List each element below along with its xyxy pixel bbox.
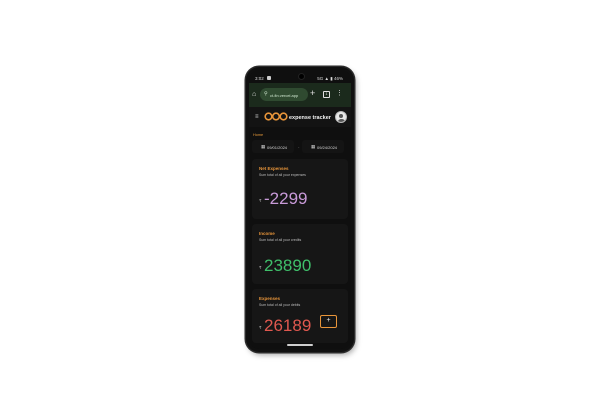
phone-screen: 3:02 5G ▲ ▮ 46% ⌂ ⚲ ct-fin.vercel.app + …	[249, 70, 351, 349]
new-tab-button[interactable]: +	[310, 88, 316, 98]
date-to-field[interactable]: ▦ 09/24/2024	[302, 140, 344, 153]
notification-icon	[267, 75, 271, 80]
card-subtitle: Sum total of all your credits	[259, 238, 302, 242]
card-title: Expenses	[259, 296, 281, 301]
menu-icon[interactable]: ≡	[255, 114, 259, 120]
status-indicators: 5G ▲ ▮ 46%	[317, 76, 343, 81]
browser-toolbar: ⌂ ⚲ ct-fin.vercel.app + 1 ⋮	[249, 83, 351, 107]
app-title: expense tracker	[289, 114, 331, 121]
calendar-icon: ▦	[311, 144, 316, 149]
date-separator: -	[298, 144, 300, 149]
card-subtitle: Sum total of all your debits	[259, 303, 301, 307]
date-from-value: 09/01/2024	[267, 144, 288, 150]
app-header: ≡ expense tracker	[249, 107, 351, 127]
site-info-icon[interactable]: ⚲	[264, 91, 268, 97]
user-avatar[interactable]	[335, 111, 347, 123]
income-value: 23890	[264, 256, 312, 275]
currency-symbol: ₹	[259, 198, 262, 203]
address-bar[interactable]: ⚲ ct-fin.vercel.app	[260, 88, 308, 101]
front-camera	[299, 74, 304, 79]
expenses-card: Expenses Sum total of all your debits ₹ …	[252, 289, 348, 343]
url-text: ct-fin.vercel.app	[270, 92, 299, 98]
date-to-value: 09/24/2024	[317, 144, 338, 150]
card-title: Income	[259, 231, 275, 236]
expenses-value: 26189	[264, 316, 312, 335]
currency-symbol: ₹	[259, 265, 262, 270]
add-expense-button[interactable]: +	[320, 315, 337, 328]
phone-frame: 3:02 5G ▲ ▮ 46% ⌂ ⚲ ct-fin.vercel.app + …	[246, 67, 354, 352]
home-icon[interactable]: ⌂	[252, 91, 257, 98]
net-expenses-value: -2299	[264, 189, 308, 208]
app-logo	[264, 112, 288, 121]
currency-symbol: ₹	[259, 325, 262, 330]
net-expenses-card: Net Expenses Sum total of all your expen…	[252, 159, 348, 219]
income-card: Income Sum total of all your credits ₹ 2…	[252, 224, 348, 284]
date-range-picker: ▦ 09/01/2024 - ▦ 09/24/2024	[252, 140, 348, 153]
card-title: Net Expenses	[259, 166, 289, 171]
status-time: 3:02	[255, 76, 264, 81]
tab-switcher-button[interactable]: 1	[323, 91, 330, 98]
breadcrumb-home[interactable]: Home	[253, 133, 264, 137]
date-from-field[interactable]: ▦ 09/01/2024	[252, 140, 294, 153]
calendar-icon: ▦	[261, 144, 266, 149]
gesture-nav-bar[interactable]	[287, 344, 313, 346]
browser-menu-button[interactable]: ⋮	[336, 90, 343, 97]
card-subtitle: Sum total of all your expenses	[259, 173, 306, 177]
status-bar: 3:02 5G ▲ ▮ 46%	[249, 70, 351, 84]
